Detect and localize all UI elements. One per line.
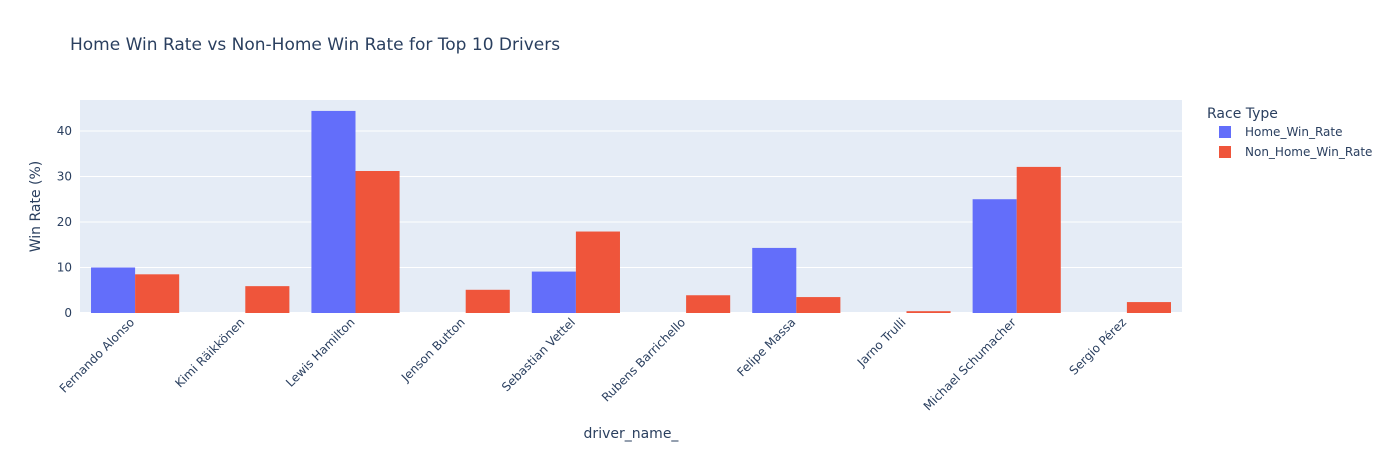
legend-item-label: Non_Home_Win_Rate (1245, 145, 1372, 159)
x-tick-label: Rubens Barrichello (599, 315, 688, 404)
x-tick-label: Lewis Hamilton (283, 315, 358, 390)
bar-non-home-win-rate (355, 171, 400, 313)
bar-non-home-win-rate (686, 295, 731, 313)
y-tick-label: 0 (64, 306, 72, 320)
y-tick-label: 30 (57, 169, 72, 183)
legend-item-label: Home_Win_Rate (1245, 125, 1343, 139)
y-axis-title: Win Rate (%) (28, 161, 44, 253)
chart-title: Home Win Rate vs Non-Home Win Rate for T… (70, 35, 560, 55)
x-tick-label: Kimi Räikkönen (172, 315, 247, 390)
x-tick-label: Sergio Pérez (1067, 315, 1129, 377)
legend: Race Type Home_Win_Rate Non_Home_Win_Rate (1207, 106, 1372, 159)
x-tick-label: Jenson Button (398, 315, 468, 385)
bar-non-home-win-rate (135, 274, 180, 313)
y-tick-label: 20 (57, 215, 72, 229)
y-axis-ticks: 0 10 20 30 40 (57, 124, 72, 320)
bar-non-home-win-rate (245, 286, 290, 313)
bar-home-win-rate (531, 271, 576, 313)
bar-home-win-rate (752, 247, 797, 313)
x-tick-label: Michael Schumacher (921, 315, 1019, 413)
x-axis-title: driver_name_ (584, 426, 680, 442)
bar-non-home-win-rate (1016, 166, 1061, 313)
x-tick-label: Fernando Alonso (57, 315, 137, 395)
x-tick-label: Felipe Massa (734, 315, 798, 379)
y-tick-label: 10 (57, 260, 72, 274)
bars (91, 110, 1171, 313)
bar-non-home-win-rate (575, 231, 620, 313)
x-tick-label: Sebastian Vettel (499, 315, 578, 394)
bar-home-win-rate (311, 110, 356, 313)
bar-non-home-win-rate (906, 311, 951, 313)
bar-non-home-win-rate (1126, 302, 1171, 313)
y-tick-label: 40 (57, 124, 72, 138)
x-axis-ticks: Fernando Alonso Kimi Räikkönen Lewis Hamil… (57, 315, 1129, 413)
legend-swatch (1219, 146, 1231, 158)
bar-home-win-rate (91, 267, 136, 313)
bar-home-win-rate (972, 199, 1017, 313)
x-tick-label: Jarno Trulli (854, 315, 909, 370)
bar-non-home-win-rate (796, 297, 841, 313)
bar-non-home-win-rate (465, 289, 510, 313)
legend-swatch (1219, 126, 1231, 138)
legend-title: Race Type (1207, 106, 1278, 122)
